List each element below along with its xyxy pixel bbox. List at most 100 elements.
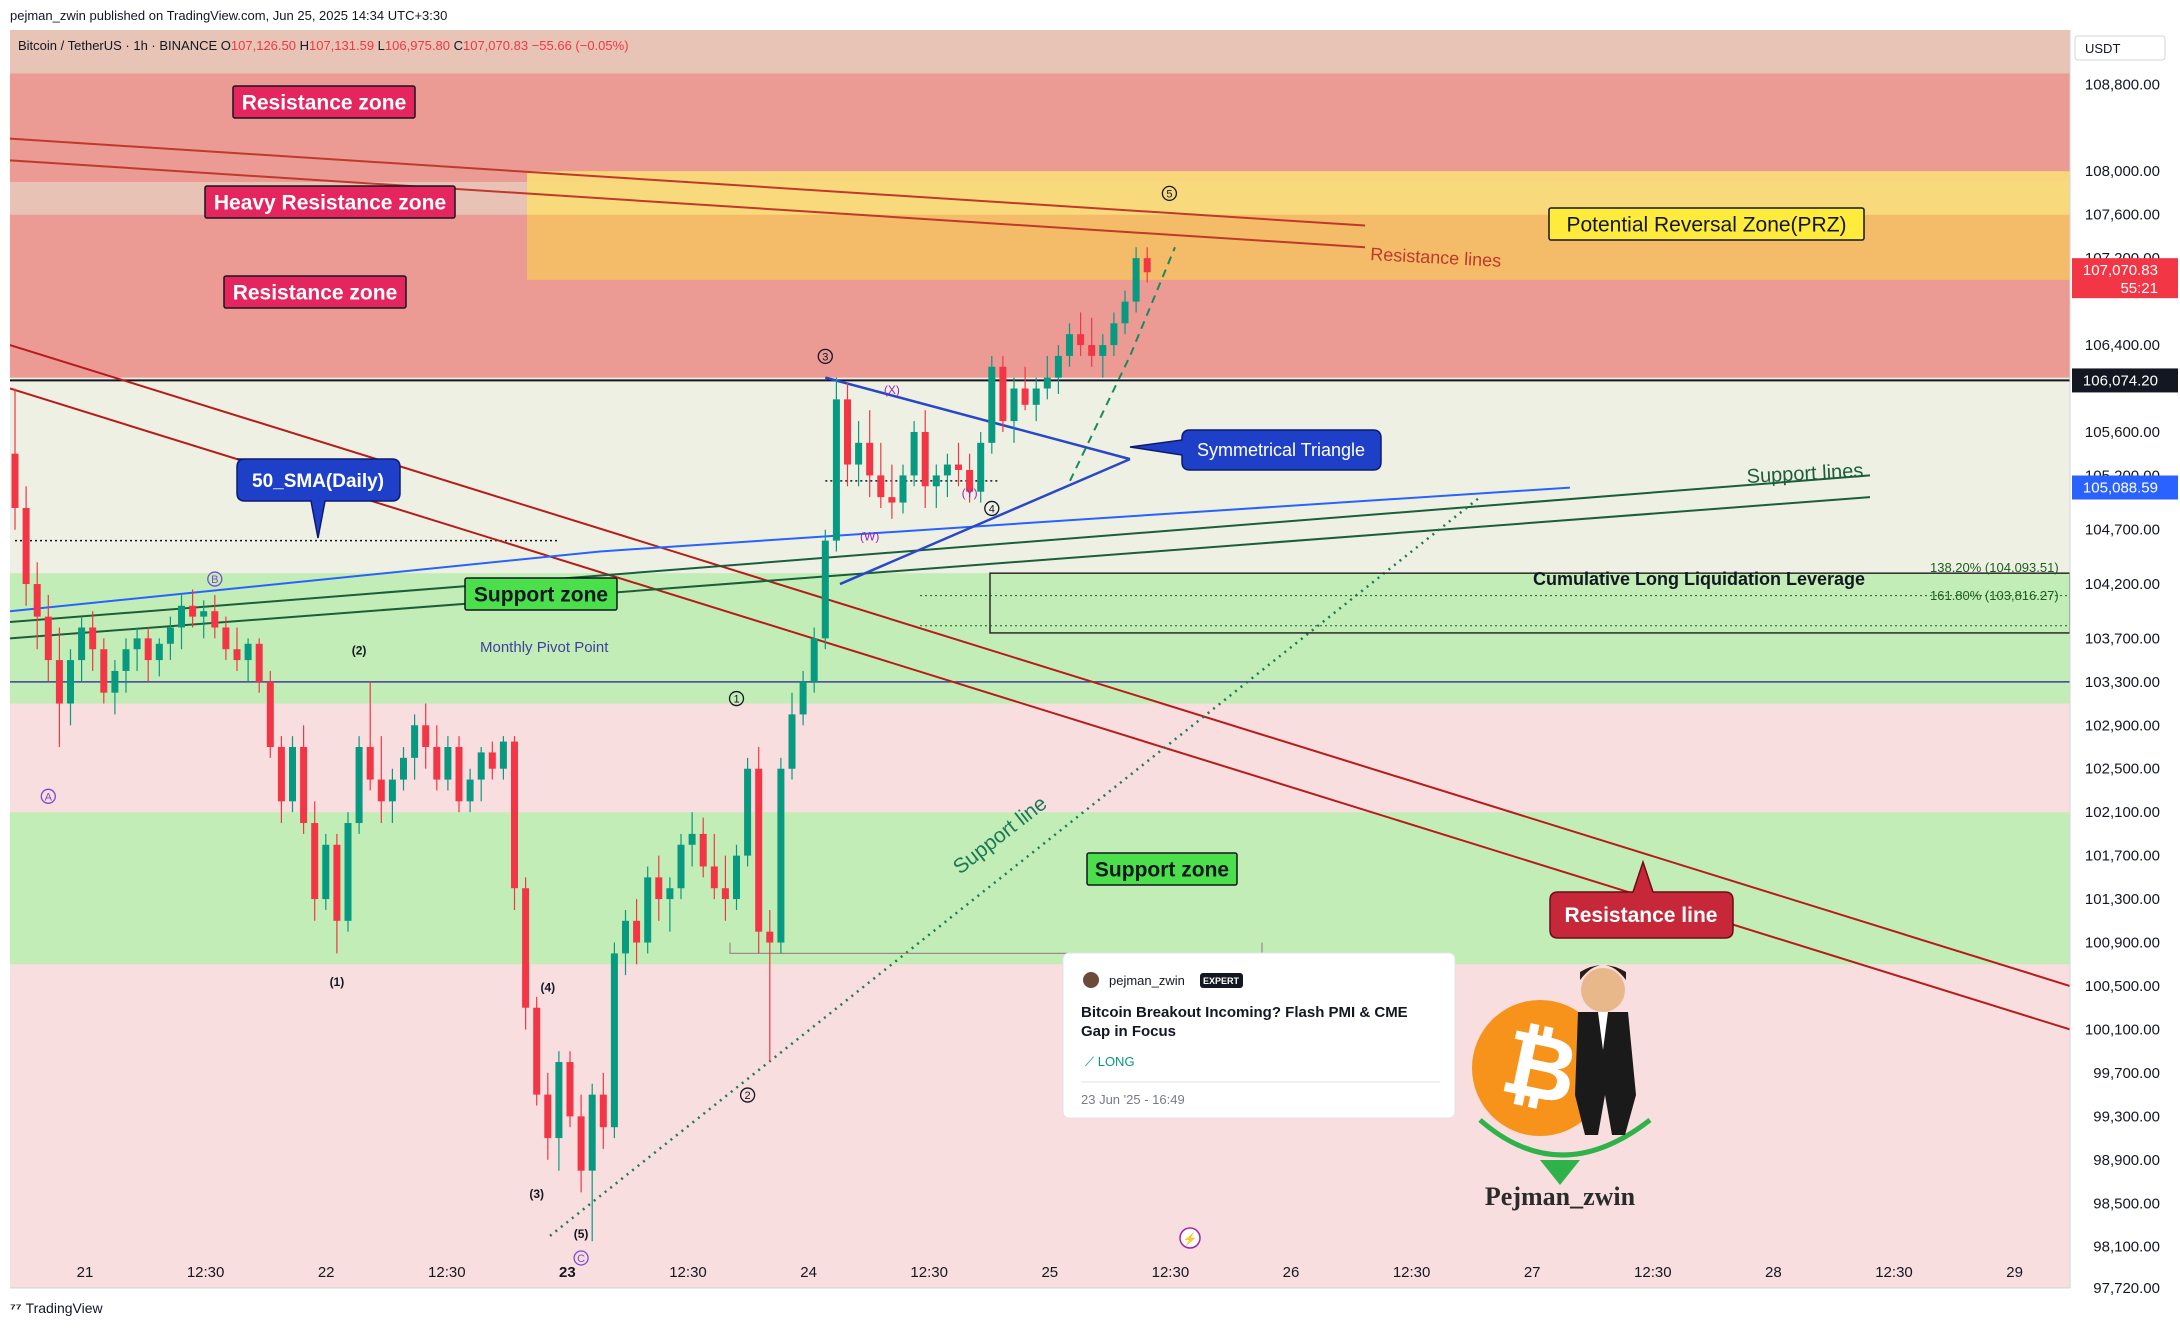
expert-badge-bg: [1200, 973, 1243, 988]
resistance-line-callout-label: Resistance line: [1565, 904, 1718, 927]
idea-card[interactable]: pejman_zwin EXPERT Bitcoin Breakout Incomi…: [1062, 952, 1456, 1119]
x-tick: 12:30: [910, 1264, 948, 1281]
candle-body: [788, 714, 796, 769]
wave-label: C: [577, 1253, 585, 1265]
zone-4: [10, 573, 2070, 704]
candle-body: [622, 920, 629, 954]
candle-body: [466, 779, 474, 802]
wave-label: (2): [352, 644, 367, 658]
tradingview-footer[interactable]: ⁷⁷ TradingView: [10, 1300, 103, 1316]
candle-body: [999, 366, 1007, 422]
candle-body: [666, 888, 674, 900]
event-flash-icon[interactable]: [1179, 1227, 1201, 1249]
candle-body: [588, 1094, 596, 1171]
candle-body: [855, 442, 863, 465]
sma-line: [10, 486, 1571, 613]
candle-body: [222, 627, 230, 650]
y-tick: 102,100.00: [2085, 804, 2160, 821]
candle-body: [644, 877, 652, 943]
candle-body: [277, 746, 285, 802]
triangle-upper: [824, 376, 1131, 461]
candle-body: [633, 920, 641, 943]
candle-body: [966, 469, 974, 492]
candle-body: [744, 768, 752, 856]
candle-body: [377, 779, 385, 802]
wave-label: (4): [540, 980, 555, 994]
candle-body: [100, 649, 108, 693]
wave-label: A: [45, 791, 53, 803]
tradingview-logo-icon: ⁷⁷: [10, 1300, 22, 1316]
wave-circle: [573, 1250, 589, 1266]
candle-body: [810, 638, 818, 682]
resistance-zone-label-mid: Resistance zone: [233, 282, 398, 305]
candle-body: [144, 638, 152, 661]
avatar-shirt: [1598, 1012, 1608, 1050]
y-tick: 100,500.00: [2085, 978, 2160, 995]
candle-body: [488, 752, 496, 769]
candle-body: [122, 649, 130, 671]
candle-body: [333, 844, 341, 921]
candle-body: [422, 725, 430, 747]
x-tick: 12:30: [1634, 1264, 1672, 1281]
candle-body: [710, 866, 718, 889]
y-tick: 102,900.00: [2085, 717, 2160, 734]
prz-label: Potential Reversal Zone(PRZ): [1566, 214, 1846, 237]
candle-body: [166, 627, 174, 644]
candle-body: [533, 1007, 541, 1095]
wave-label: (W): [860, 530, 879, 544]
wave-label: 5: [1166, 188, 1172, 200]
candle-body: [1077, 334, 1085, 346]
candle-body: [89, 627, 97, 650]
candle-body: [766, 931, 774, 943]
y-tick: 104,200.00: [2085, 576, 2160, 593]
candle-body: [189, 605, 197, 617]
candle-body: [910, 431, 918, 476]
candle-body: [832, 399, 840, 541]
candle-body: [244, 643, 252, 661]
last-price-badge-text: 55:21: [2120, 280, 2158, 297]
candle-body: [522, 888, 530, 1008]
wave-circle: [728, 690, 745, 707]
candle-body: [1121, 301, 1129, 324]
candle-body: [322, 844, 330, 900]
idea-card-bg[interactable]: [1062, 952, 1456, 1119]
descending-resistance-1: [10, 344, 2070, 987]
candle-body: [677, 844, 685, 889]
x-tick: 29: [2006, 1264, 2023, 1281]
logo-arc: [1478, 1118, 1652, 1158]
candle-body: [1088, 345, 1096, 356]
candle-body: [477, 752, 485, 780]
candle-body: [178, 605, 185, 628]
candle-body: [44, 616, 52, 661]
candle-body: [1143, 258, 1151, 273]
y-tick: 99,300.00: [2093, 1108, 2160, 1125]
resistance-zone-label-mid-box: [223, 275, 407, 309]
support-zone-label-lower-box: [1086, 852, 1238, 886]
candle-body: [733, 855, 740, 900]
top-band: [10, 30, 2070, 74]
x-tick: 12:30: [428, 1264, 466, 1281]
wave-label: (X): [884, 383, 900, 397]
candle-body: [688, 833, 696, 845]
y-tick: 100,900.00: [2085, 935, 2160, 952]
logo-arrow: [1540, 1160, 1580, 1185]
y-tick: 108,000.00: [2085, 163, 2160, 180]
monthly-pivot-label: Monthly Pivot Point: [480, 639, 609, 656]
event-flash-glyph: ⚡: [1183, 1232, 1198, 1246]
x-tick: 25: [1041, 1264, 1058, 1281]
wave-label: 1: [733, 694, 739, 706]
candle-body: [544, 1094, 552, 1139]
x-tick: 28: [1765, 1264, 1782, 1281]
y-tick: 106,400.00: [2085, 337, 2160, 354]
candle-body: [111, 670, 119, 693]
heavy-resistance-zone-label-box: [204, 185, 456, 219]
candle-body: [511, 741, 518, 889]
candle-body: [599, 1094, 607, 1128]
wave-label: 2: [745, 1090, 751, 1102]
candle-body: [877, 475, 885, 498]
idea-date: 23 Jun '25 - 16:49: [1081, 1092, 1185, 1107]
cumulative-liq-label: Cumulative Long Liquidation Leverage: [1533, 569, 1865, 589]
level-badge-text: 106,074.20: [2083, 372, 2158, 389]
candle-body: [289, 746, 296, 802]
